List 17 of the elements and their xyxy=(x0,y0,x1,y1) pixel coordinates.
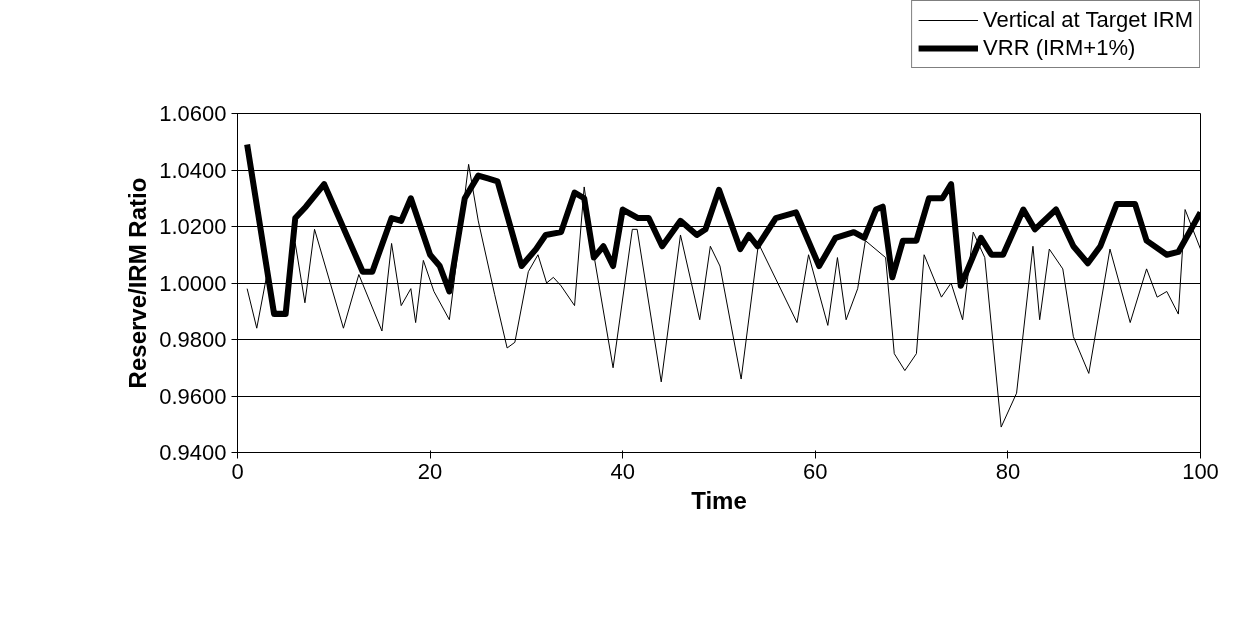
y-tick-label: 1.0200 xyxy=(159,214,227,239)
x-tick-label: 40 xyxy=(610,458,635,484)
y-tick-label: 1.0400 xyxy=(159,157,227,183)
y-tick-label: 1.0600 xyxy=(159,101,227,126)
y-tick-label: 0.9400 xyxy=(159,440,227,465)
x-tick-label: 80 xyxy=(995,458,1021,484)
x-axis-title: Time xyxy=(691,486,747,514)
x-tick-label: 100 xyxy=(1182,458,1219,484)
x-tick-label: 20 xyxy=(417,458,443,484)
y-tick-label: 0.9800 xyxy=(159,327,227,352)
legend-label: VRR (IRM+1%) xyxy=(983,35,1136,61)
x-tick-label: 0 xyxy=(231,458,244,484)
legend-label: Vertical at Target IRM xyxy=(983,7,1193,33)
y-axis-title: Reserve/IRM Ratio xyxy=(124,177,152,389)
x-tick-label: 60 xyxy=(803,458,828,484)
y-tick-label: 1.0000 xyxy=(159,270,227,296)
y-tick-label: 0.9600 xyxy=(159,383,227,409)
